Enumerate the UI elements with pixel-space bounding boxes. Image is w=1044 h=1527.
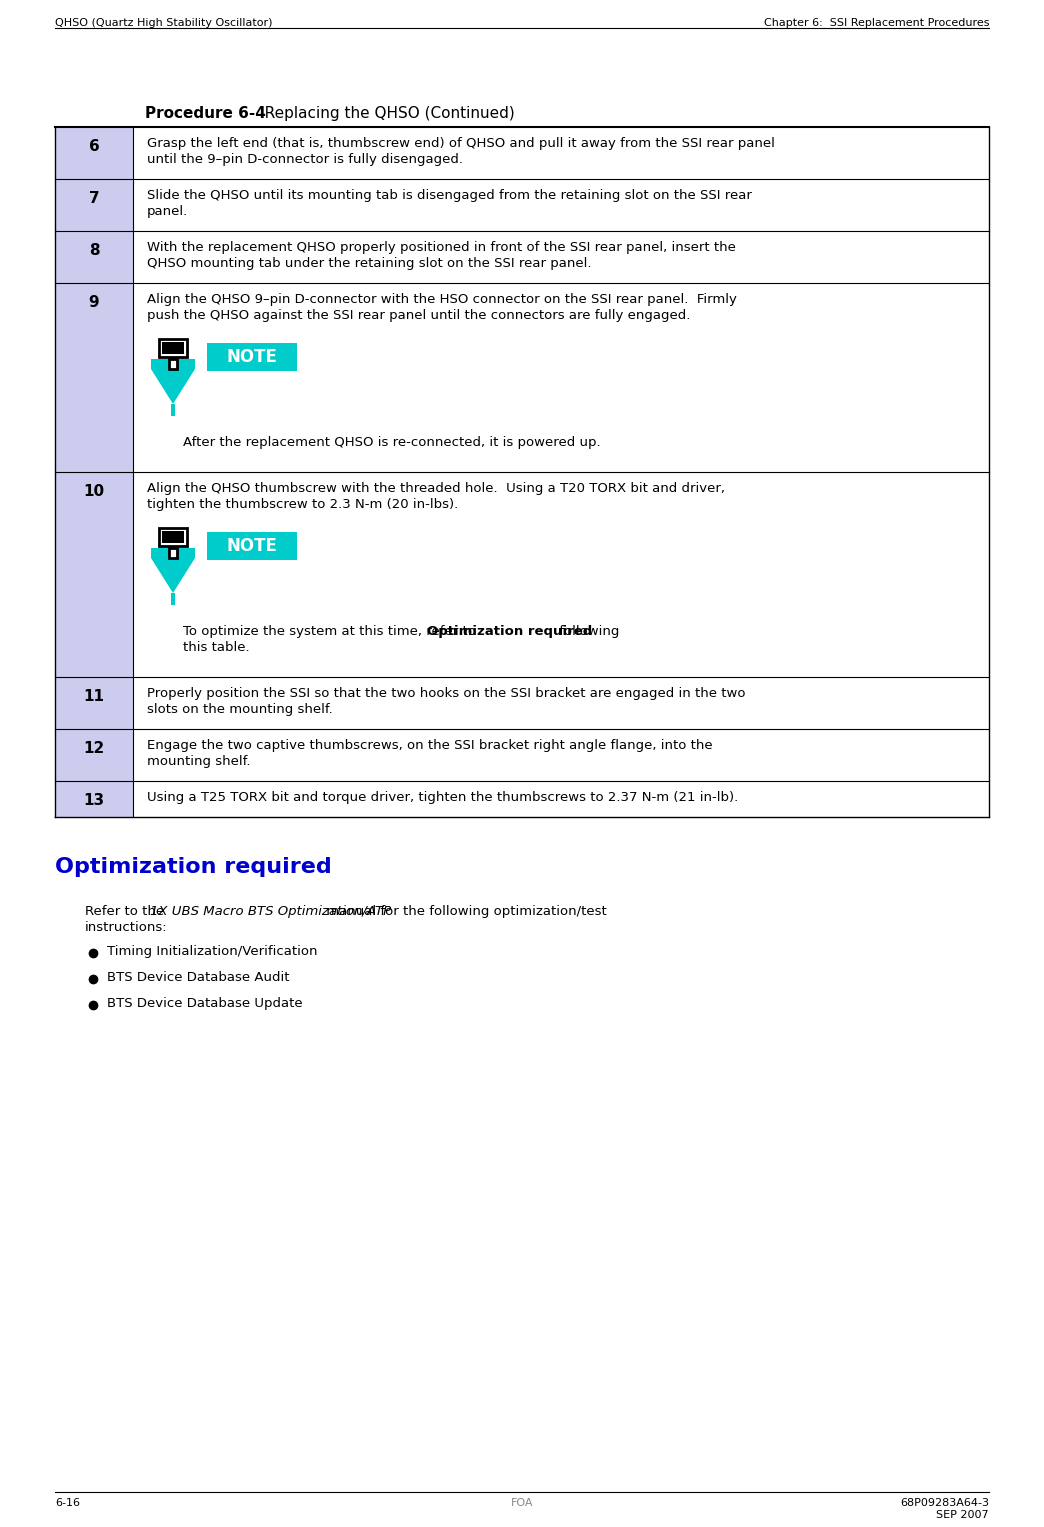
Text: Timing Initialization/Verification: Timing Initialization/Verification: [106, 945, 317, 957]
Bar: [207, 531, 296, 560]
Bar: [162, 342, 184, 354]
Bar: [55, 676, 133, 728]
Text: Procedure 6-4: Procedure 6-4: [145, 105, 266, 121]
Bar: [55, 179, 133, 231]
Text: 11: 11: [84, 689, 104, 704]
Text: FOA: FOA: [511, 1498, 533, 1509]
Text: Align the QHSO thumbscrew with the threaded hole.  Using a T20 TORX bit and driv: Align the QHSO thumbscrew with the threa…: [147, 483, 725, 495]
Bar: [162, 531, 184, 544]
Text: NOTE: NOTE: [227, 538, 278, 554]
Text: slots on the mounting shelf.: slots on the mounting shelf.: [147, 702, 333, 716]
Text: To optimize the system at this time, refer to: To optimize the system at this time, ref…: [183, 625, 480, 638]
Bar: [169, 359, 177, 370]
Bar: [55, 728, 133, 780]
Text: Replacing the QHSO (Continued): Replacing the QHSO (Continued): [250, 105, 515, 121]
Text: tighten the thumbscrew to 2.3 N-m (20 in-lbs).: tighten the thumbscrew to 2.3 N-m (20 in…: [147, 498, 458, 512]
Text: QHSO (Quartz High Stability Oscillator): QHSO (Quartz High Stability Oscillator): [55, 18, 272, 27]
Bar: [159, 528, 187, 547]
Bar: [171, 405, 175, 415]
Text: manual for the following optimization/test: manual for the following optimization/te…: [322, 906, 607, 918]
Text: following: following: [555, 625, 619, 638]
Text: 68P09283A64-3: 68P09283A64-3: [900, 1498, 989, 1509]
Text: 12: 12: [84, 741, 104, 756]
Text: Grasp the left end (that is, thumbscrew end) of QHSO and pull it away from the S: Grasp the left end (that is, thumbscrew …: [147, 137, 775, 150]
Text: 10: 10: [84, 484, 104, 499]
Bar: [171, 592, 175, 605]
Text: Properly position the SSI so that the two hooks on the SSI bracket are engaged i: Properly position the SSI so that the tw…: [147, 687, 745, 699]
Text: SEP 2007: SEP 2007: [936, 1510, 989, 1519]
Text: 9: 9: [89, 295, 99, 310]
Bar: [55, 780, 133, 817]
Text: 8: 8: [89, 243, 99, 258]
Text: Refer to the: Refer to the: [85, 906, 168, 918]
Text: After the replacement QHSO is re-connected, it is powered up.: After the replacement QHSO is re-connect…: [183, 437, 600, 449]
Text: NOTE: NOTE: [227, 348, 278, 366]
Bar: [159, 339, 187, 357]
Bar: [55, 472, 133, 676]
Text: Align the QHSO 9–pin D-connector with the HSO connector on the SSI rear panel.  : Align the QHSO 9–pin D-connector with th…: [147, 293, 737, 305]
Text: 6-16: 6-16: [55, 1498, 80, 1509]
Polygon shape: [151, 370, 195, 405]
Text: Slide the QHSO until its mounting tab is disengaged from the retaining slot on t: Slide the QHSO until its mounting tab is…: [147, 189, 752, 202]
Bar: [55, 231, 133, 282]
Polygon shape: [151, 557, 195, 592]
Text: With the replacement QHSO properly positioned in front of the SSI rear panel, in: With the replacement QHSO properly posit…: [147, 241, 736, 253]
Text: until the 9–pin D-connector is fully disengaged.: until the 9–pin D-connector is fully dis…: [147, 153, 462, 166]
Text: Optimization required: Optimization required: [55, 857, 332, 876]
Text: Optimization required: Optimization required: [427, 625, 592, 638]
Bar: [169, 548, 177, 557]
Bar: [151, 359, 195, 370]
Text: QHSO mounting tab under the retaining slot on the SSI rear panel.: QHSO mounting tab under the retaining sl…: [147, 257, 592, 270]
Text: 6: 6: [89, 139, 99, 154]
Text: Chapter 6:  SSI Replacement Procedures: Chapter 6: SSI Replacement Procedures: [763, 18, 989, 27]
Text: this table.: this table.: [183, 641, 250, 654]
Text: BTS Device Database Update: BTS Device Database Update: [106, 997, 303, 1009]
Text: panel.: panel.: [147, 205, 188, 218]
Bar: [151, 548, 195, 557]
Text: Using a T25 TORX bit and torque driver, tighten the thumbscrews to 2.37 N-m (21 : Using a T25 TORX bit and torque driver, …: [147, 791, 738, 805]
Bar: [55, 282, 133, 472]
Text: BTS Device Database Audit: BTS Device Database Audit: [106, 971, 289, 983]
Text: 7: 7: [89, 191, 99, 206]
Text: mounting shelf.: mounting shelf.: [147, 754, 251, 768]
Bar: [207, 344, 296, 371]
Text: 1X UBS Macro BTS Optimization/ATP: 1X UBS Macro BTS Optimization/ATP: [150, 906, 392, 918]
Text: 13: 13: [84, 793, 104, 808]
Bar: [55, 127, 133, 179]
Text: instructions:: instructions:: [85, 921, 168, 935]
Text: Engage the two captive thumbscrews, on the SSI bracket right angle flange, into : Engage the two captive thumbscrews, on t…: [147, 739, 713, 751]
Text: push the QHSO against the SSI rear panel until the connectors are fully engaged.: push the QHSO against the SSI rear panel…: [147, 308, 690, 322]
